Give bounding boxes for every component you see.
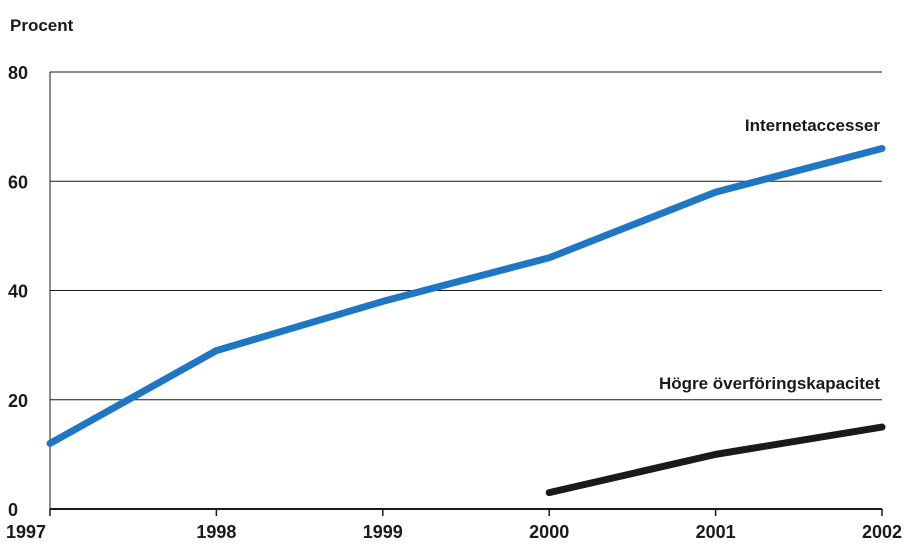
x-tick-label: 1999: [363, 522, 403, 542]
x-tick-label: 2002: [862, 522, 902, 542]
y-tick-label: 0: [8, 500, 18, 520]
series-line-1: [46, 144, 886, 447]
y-axis-label: Procent: [10, 16, 74, 35]
x-tick-label: 1998: [196, 522, 236, 542]
series-line-2: [545, 423, 886, 497]
grid-lines: [49, 71, 883, 516]
x-tick-label: 2001: [696, 522, 736, 542]
series-label-2: Högre överföringskapacitet: [659, 374, 880, 393]
y-tick-label: 40: [8, 282, 28, 302]
y-tick-label: 80: [8, 63, 28, 83]
series-labels: Internetaccesser Högre överföringskapacit…: [659, 116, 880, 393]
y-tick-label: 20: [8, 391, 28, 411]
y-tick-labels: 0 20 40 60 80: [8, 63, 28, 520]
x-tick-label: 1997: [6, 522, 46, 542]
series-lines: [46, 144, 886, 497]
x-tick-label: 2000: [529, 522, 569, 542]
series-label-1: Internetaccesser: [745, 116, 881, 135]
x-tick-labels: 1997 1998 1999 2000 2001 2002: [6, 522, 902, 542]
y-tick-label: 60: [8, 172, 28, 192]
